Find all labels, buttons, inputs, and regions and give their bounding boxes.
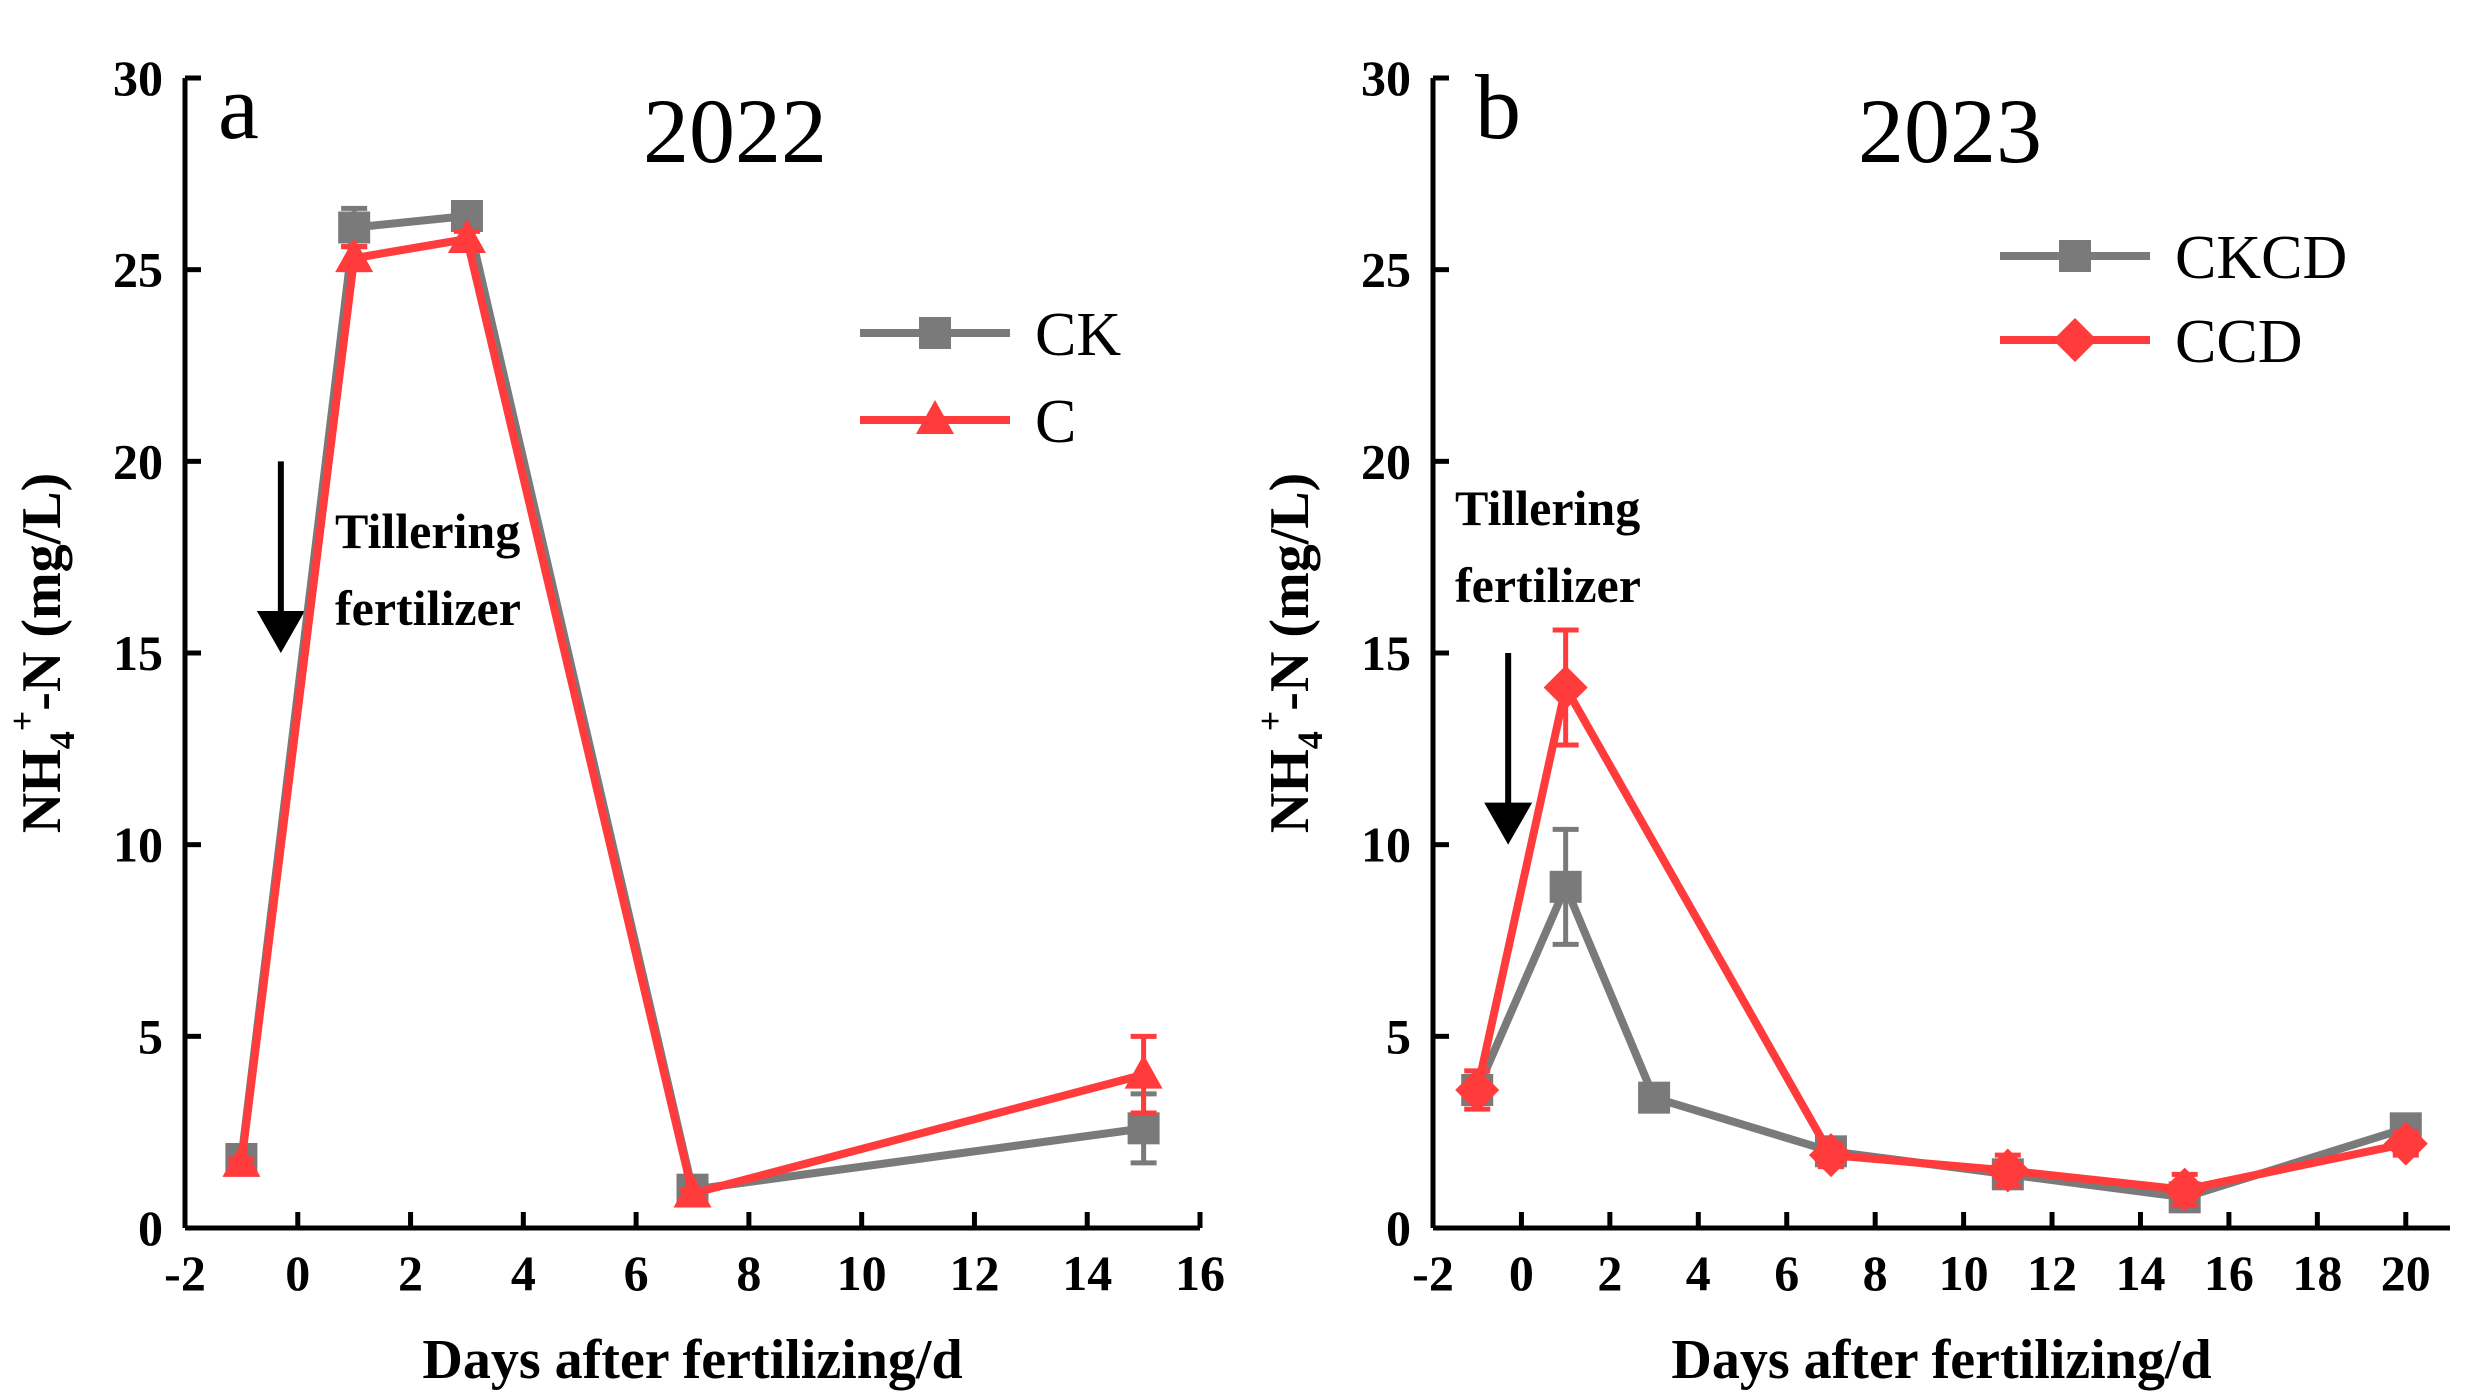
annotation-text: fertilizer: [335, 580, 521, 636]
x-tick-label: 2: [398, 1245, 423, 1301]
series-line-C: [237, 235, 1145, 1198]
panel-letter: a: [218, 56, 259, 158]
data-point-C: [222, 1142, 261, 1177]
y-axis-title: NH4+-N (mg/L): [2, 473, 82, 833]
x-tick-label: 6: [624, 1245, 649, 1301]
data-point-C: [335, 238, 374, 273]
legend-marker-C: [916, 400, 954, 434]
y-tick-label: 15: [1361, 625, 1411, 681]
legend-label-CKCD: CKCD: [2175, 224, 2347, 292]
x-tick-label: 10: [1939, 1245, 1989, 1301]
x-tick-label: 18: [2292, 1245, 2342, 1301]
data-point-C: [673, 1173, 712, 1208]
legend-label-C: C: [1035, 388, 1076, 456]
x-tick-label: 16: [2204, 1245, 2254, 1301]
data-point-C: [447, 219, 486, 253]
x-tick-label: 0: [285, 1245, 310, 1301]
x-tick-label: 4: [511, 1245, 536, 1301]
x-tick-label: 12: [2027, 1245, 2077, 1301]
series-C: [222, 219, 1163, 1208]
y-tick-label: 25: [113, 242, 163, 298]
data-point-CCD: [1985, 1148, 2030, 1193]
y-tick-label: 30: [113, 50, 163, 106]
chart-title: 2023: [1858, 80, 2042, 182]
data-point-CK: [1127, 1112, 1160, 1145]
legend-label-CK: CK: [1035, 301, 1121, 369]
y-tick-label: 20: [1361, 433, 1411, 489]
series-CKCD: [1461, 826, 2422, 1214]
annotation-text: fertilizer: [1455, 557, 1641, 613]
x-tick-label: 16: [1175, 1245, 1225, 1301]
x-tick-label: 6: [1774, 1245, 1799, 1301]
data-point-CCD: [1808, 1133, 1853, 1178]
data-point-CKCD: [1638, 1081, 1671, 1114]
y-tick-label: 15: [113, 625, 163, 681]
data-point-CCD: [1455, 1068, 1500, 1112]
legend-marker-CKCD: [2059, 240, 2091, 272]
data-point-CCD: [2383, 1121, 2428, 1166]
x-axis-title: Days after fertilizing/d: [1671, 1329, 2211, 1391]
x-tick-label: 8: [1863, 1245, 1888, 1301]
annotation-text: Tillering: [335, 503, 520, 559]
y-axis-title: NH4+-N (mg/L): [1250, 473, 1330, 833]
x-axis-title: Days after fertilizing/d: [422, 1329, 962, 1391]
x-tick-label: -2: [1412, 1245, 1454, 1301]
series-CK: [225, 200, 1160, 1206]
series-line-CKCD: [1473, 882, 2407, 1202]
y-tick-label: 20: [113, 433, 163, 489]
x-tick-label: 14: [1062, 1245, 1112, 1301]
legend-label-CCD: CCD: [2175, 308, 2302, 376]
x-tick-label: 20: [2381, 1245, 2431, 1301]
x-tick-label: 2: [1597, 1245, 1622, 1301]
x-tick-label: 12: [949, 1245, 999, 1301]
data-point-CKCD: [1549, 870, 1582, 903]
chart-title: 2022: [643, 80, 827, 182]
series-line-CCD: [1473, 683, 2407, 1194]
panel-letter: b: [1475, 56, 1521, 158]
x-tick-label: 10: [837, 1245, 887, 1301]
data-point-CCD: [2162, 1167, 2207, 1212]
legend-marker-CCD: [2053, 318, 2097, 362]
series-line-CK: [237, 212, 1145, 1194]
y-tick-label: 5: [1386, 1008, 1411, 1064]
y-tick-label: 0: [138, 1200, 163, 1256]
y-tick-label: 25: [1361, 242, 1411, 298]
annotation-text: Tillering: [1455, 480, 1640, 536]
annotation-arrow-head: [1484, 802, 1533, 845]
x-tick-label: 4: [1686, 1245, 1711, 1301]
x-tick-label: -2: [164, 1245, 206, 1301]
y-tick-label: 0: [1386, 1200, 1411, 1256]
y-tick-label: 10: [1361, 817, 1411, 873]
y-tick-label: 30: [1361, 50, 1411, 106]
data-point-CCD: [1543, 665, 1588, 710]
y-tick-label: 10: [113, 817, 163, 873]
legend-marker-CK: [919, 317, 951, 349]
x-tick-label: 0: [1509, 1245, 1534, 1301]
y-tick-label: 5: [138, 1008, 163, 1064]
x-tick-label: 8: [736, 1245, 761, 1301]
x-tick-label: 14: [2115, 1245, 2165, 1301]
series-CCD: [1455, 627, 2428, 1212]
annotation-arrow-head: [256, 611, 305, 653]
data-point-C: [1124, 1054, 1163, 1089]
